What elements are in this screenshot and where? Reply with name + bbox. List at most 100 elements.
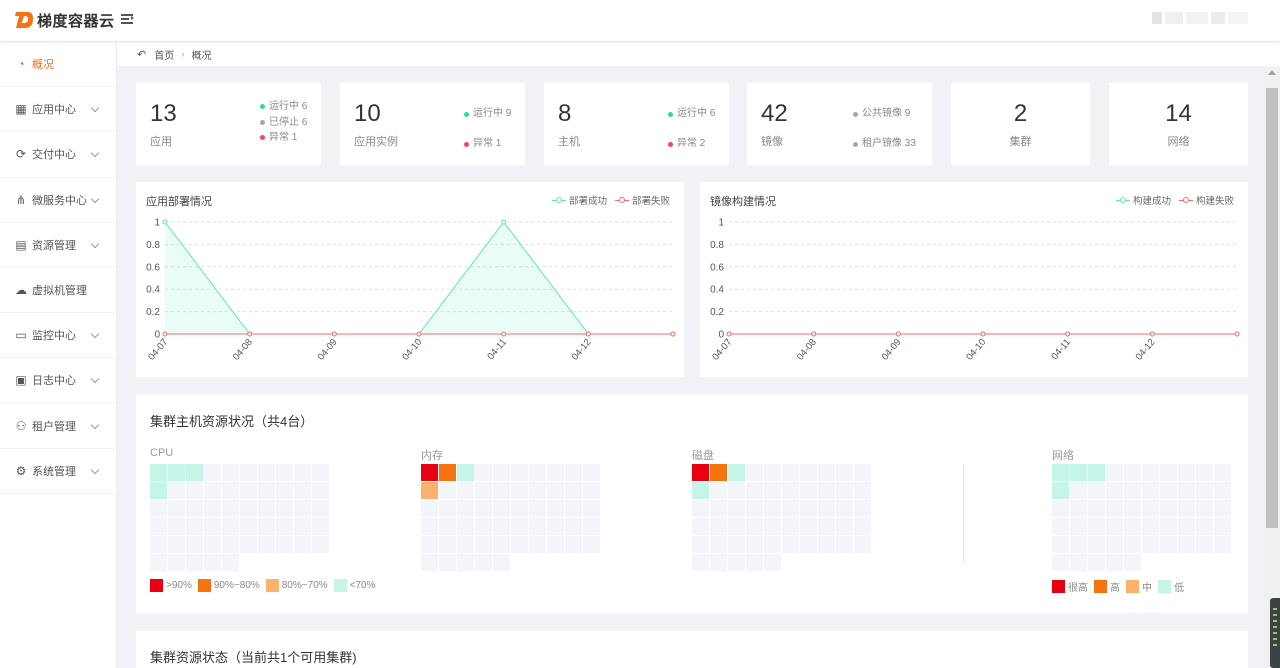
chevron-down-icon	[90, 194, 100, 203]
data-point[interactable]	[247, 331, 253, 337]
heatmap-cell	[258, 518, 275, 535]
data-point[interactable]	[1065, 331, 1071, 337]
heatmap-cell	[276, 536, 293, 553]
menu-toggle-icon[interactable]	[121, 13, 135, 27]
sidebar-item-5[interactable]: ☁ 虚拟机管理	[0, 268, 116, 314]
stat-card-clusters[interactable]: 2 集群	[951, 83, 1090, 165]
user-icon: ⚇	[15, 418, 27, 433]
heatmap-cell	[836, 482, 853, 499]
status-dot-icon	[853, 111, 858, 117]
data-point[interactable]	[980, 331, 986, 337]
y-tick-label: 0.4	[710, 285, 724, 296]
sidebar-item-9[interactable]: ⚙ 系统管理	[0, 449, 116, 494]
monitor-icon: ▭	[15, 328, 27, 343]
heatmap-cell[interactable]	[439, 464, 456, 481]
heatmap-cell	[1052, 554, 1069, 571]
heatmap-cell[interactable]	[421, 464, 438, 481]
heatmap-cell	[421, 554, 438, 571]
x-tick-label: 04-09	[880, 337, 904, 363]
floating-widget[interactable]	[1270, 598, 1280, 668]
heatmap-cell[interactable]	[710, 464, 727, 481]
deploy-line-chart: 0 0.2 0.4 0.6 0.8 1 04-07 04-08 04-09 04-10 04-11 0…	[146, 218, 676, 363]
legend-item-failure[interactable]: 部署失败	[614, 193, 670, 207]
legend-item-success[interactable]: 部署成功	[551, 193, 607, 207]
heatmap-cell[interactable]	[150, 482, 167, 499]
data-point[interactable]	[1234, 331, 1240, 337]
heatmap-cell	[1196, 464, 1213, 481]
heatmap-cell	[1160, 500, 1177, 517]
heatmap-cell[interactable]	[1070, 464, 1087, 481]
heatmap-cell[interactable]	[421, 482, 438, 499]
data-point[interactable]	[726, 331, 732, 337]
heatmap-cell[interactable]	[168, 464, 185, 481]
app-logo[interactable]: 梯度容器云	[14, 9, 115, 31]
heatmap-cell	[728, 554, 745, 571]
legend-item-failure[interactable]: 构建失败	[1178, 193, 1234, 207]
data-point[interactable]	[670, 331, 676, 337]
top-header: 梯度容器云	[0, 0, 1280, 42]
y-tick-label: 0.8	[710, 240, 724, 251]
sidebar-item-1[interactable]: ▦ 应用中心	[0, 87, 116, 133]
heatmap-cell	[1214, 482, 1231, 499]
sidebar-item-6[interactable]: ▭ 监控中心	[0, 313, 116, 359]
data-point[interactable]	[501, 219, 507, 225]
data-point[interactable]	[331, 331, 337, 337]
data-point[interactable]	[811, 331, 817, 337]
scroll-up-icon[interactable]	[1268, 70, 1276, 75]
heatmap-cell[interactable]	[150, 464, 167, 481]
y-tick-label: 0.8	[146, 240, 160, 251]
y-tick-label: 0	[718, 330, 724, 341]
heatmap-cell	[1196, 500, 1213, 517]
breadcrumb-home[interactable]: 首页	[154, 50, 175, 62]
sidebar-item-8[interactable]: ⚇ 租户管理	[0, 404, 116, 449]
heatmap-cell	[800, 536, 817, 553]
grid-label: 内存	[421, 450, 443, 462]
sidebar-item-0[interactable]: ◔ 概况	[0, 42, 116, 88]
back-arrow-icon[interactable]: ↶	[137, 48, 147, 61]
heatmap-cell[interactable]	[1088, 464, 1105, 481]
sidebar-item-7[interactable]: ▣ 日志中心	[0, 358, 116, 404]
heatmap-cell	[1106, 482, 1123, 499]
sidebar-item-3[interactable]: ⋔ 微服务中心	[0, 178, 116, 223]
user-menu[interactable]	[1152, 12, 1252, 28]
heatmap-cell	[782, 518, 799, 535]
heatmap-cell[interactable]	[186, 464, 203, 481]
heatmap-cell[interactable]	[457, 464, 474, 481]
heatmap-cell	[1160, 518, 1177, 535]
stat-card-images[interactable]: 42 镜像 公共镜像 9 租户镜像 33	[747, 83, 932, 165]
heatmap-cell[interactable]	[692, 482, 709, 499]
heatmap-cell	[493, 500, 510, 517]
data-point[interactable]	[585, 331, 591, 337]
legend-item-success[interactable]: 构建成功	[1115, 193, 1171, 207]
heatmap-cell	[511, 518, 528, 535]
sidebar-item-2[interactable]: ⟳ 交付中心	[0, 132, 116, 178]
x-tick-label: 04-08	[795, 337, 819, 363]
grid-icon: ▦	[15, 102, 27, 117]
heatmap-cell[interactable]	[728, 464, 745, 481]
scroll-thumb[interactable]	[1266, 88, 1278, 528]
heatmap-cell[interactable]	[1052, 464, 1069, 481]
heatmap-cell[interactable]	[692, 464, 709, 481]
stat-card-hosts[interactable]: 8 主机 运行中 6 异常 2	[544, 83, 729, 165]
data-point[interactable]	[501, 331, 507, 337]
heatmap-cell	[1196, 536, 1213, 553]
page-scrollbar[interactable]	[1264, 66, 1280, 668]
sidebar-item-4[interactable]: ▤ 资源管理	[0, 223, 116, 268]
legend-item: >90%	[150, 579, 192, 592]
heatmap-cell	[150, 536, 167, 553]
data-point[interactable]	[162, 331, 168, 337]
heatmap-cell	[312, 464, 329, 481]
data-point[interactable]	[1149, 331, 1155, 337]
series-line-0	[164, 221, 673, 335]
heatmap-cell[interactable]	[1052, 482, 1069, 499]
data-point[interactable]	[162, 219, 168, 225]
stat-card-apps[interactable]: 13 应用 运行中 6 已停止 6 异常 1	[136, 83, 321, 165]
heatmap-cell	[421, 500, 438, 517]
app-title: 梯度容器云	[37, 12, 115, 30]
data-point[interactable]	[416, 331, 422, 337]
stat-card-instances[interactable]: 10 应用实例 运行中 9 异常 1	[340, 83, 525, 165]
data-point[interactable]	[895, 331, 901, 337]
x-tick-label: 04-12	[570, 337, 594, 363]
stat-card-networks[interactable]: 14 网络	[1109, 83, 1248, 165]
heatmap-cell	[854, 536, 871, 553]
